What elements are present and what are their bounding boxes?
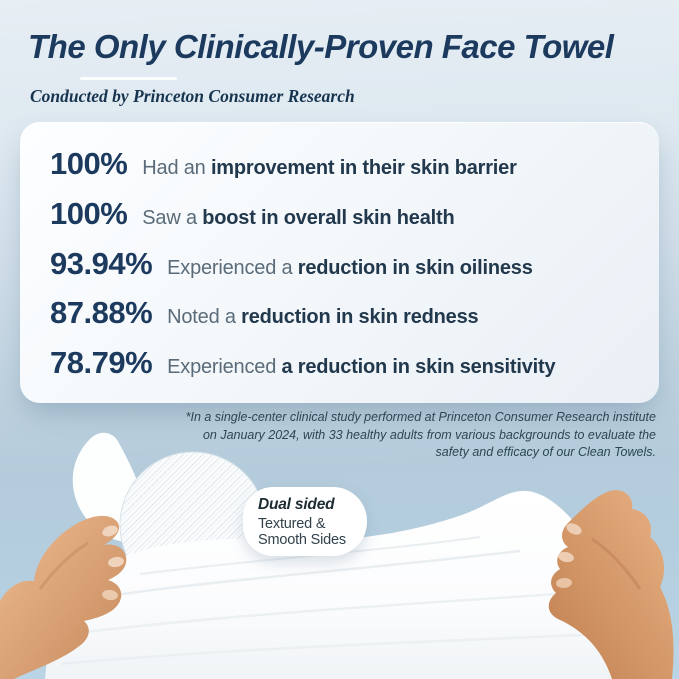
page-title: The Only Clinically-Proven Face Towel <box>28 28 614 65</box>
callout-title: Dual sided <box>258 496 335 513</box>
left-hand <box>0 515 127 679</box>
stat-value: 93.94% <box>50 245 153 281</box>
callout-line-2: Smooth Sides <box>258 532 346 549</box>
stat-value: 78.79% <box>50 345 153 380</box>
stat-text: Had an improvement in their skin barrier <box>142 157 517 180</box>
stat-prefix: Noted a <box>167 306 236 329</box>
stat-highlight: a reduction in skin sensitivity <box>281 356 556 378</box>
right-hand <box>548 490 674 679</box>
towel-body <box>45 490 633 679</box>
stat-highlight: reduction in skin redness <box>241 306 479 329</box>
stat-text: Saw a boost in overall skin health <box>142 207 454 230</box>
stat-row-skin-barrier: 100% Had an improvement in their skin ba… <box>50 146 641 182</box>
stats-card: 100% Had an improvement in their skin ba… <box>20 122 659 403</box>
stat-row-skin-redness: 87.88% Noted a reduction in skin redness <box>50 295 641 331</box>
stat-highlight: improvement in their skin barrier <box>210 157 517 179</box>
stat-value: 100% <box>50 146 128 181</box>
stat-row-skin-health: 100% Saw a boost in overall skin health <box>50 196 641 232</box>
callout-line-1: Textured & <box>258 516 326 532</box>
page-subtitle: Conducted by Princeton Consumer Research <box>30 86 355 106</box>
stat-text: Noted a reduction in skin redness <box>167 306 479 329</box>
title-underline <box>80 77 177 80</box>
stat-text: Experienced a reduction in skin oiliness <box>167 256 533 280</box>
stat-prefix: Experienced <box>167 356 277 378</box>
stat-highlight: reduction in skin oiliness <box>297 256 533 279</box>
stat-value: 87.88% <box>50 295 153 331</box>
stat-value: 100% <box>50 195 128 231</box>
stat-prefix: Experienced a <box>167 256 293 279</box>
stat-prefix: Had an <box>142 157 206 179</box>
product-photo <box>0 432 674 679</box>
stat-prefix: Saw a <box>142 206 197 229</box>
stat-highlight: boost in overall skin health <box>202 206 455 229</box>
stat-row-skin-sensitivity: 78.79% Experienced a reduction in skin s… <box>50 345 641 381</box>
stat-text: Experienced a reduction in skin sensitiv… <box>167 356 555 379</box>
dual-sided-callout: Dual sided Textured & Smooth Sides <box>243 487 367 556</box>
stat-row-skin-oiliness: 93.94% Experienced a reduction in skin o… <box>50 246 641 282</box>
study-disclaimer: *In a single-center clinical study perfo… <box>185 410 656 459</box>
